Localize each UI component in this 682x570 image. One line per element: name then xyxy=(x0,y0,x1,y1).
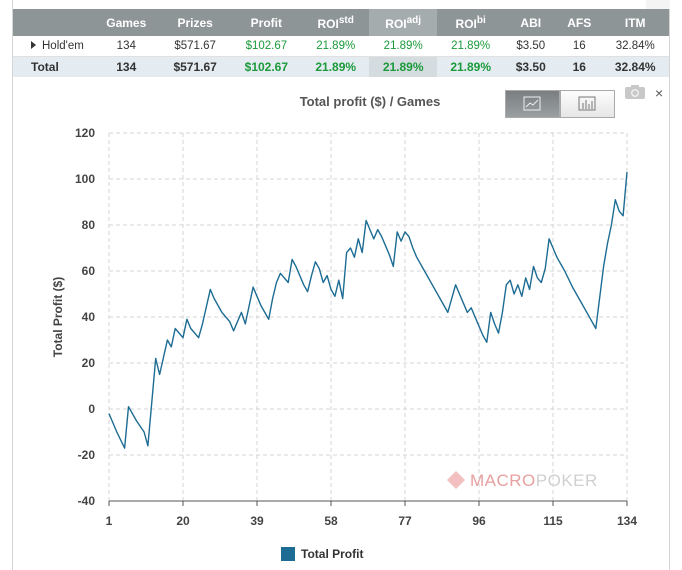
stats-table: Games Prizes Profit ROIstd ROIadj ROIbi … xyxy=(13,9,669,77)
y-tick-label: 100 xyxy=(75,172,95,186)
camera-icon[interactable] xyxy=(624,84,646,100)
line-chart-icon xyxy=(523,96,541,111)
cell-profit: $102.67 xyxy=(230,56,302,77)
watermark: MACROPOKER xyxy=(446,470,598,491)
cell-roi-std: 21.89% xyxy=(301,56,370,77)
header-roi-std-sup: std xyxy=(338,14,354,26)
header-roi-std[interactable]: ROIstd xyxy=(301,9,370,36)
chart-type-toggle xyxy=(505,90,615,118)
header-roi-bi-sup: bi xyxy=(476,14,486,26)
bar-chart-icon xyxy=(578,96,596,111)
top-right-button[interactable] xyxy=(646,0,670,9)
cell-roi-std: 21.89% xyxy=(301,36,370,57)
y-tick-label: -20 xyxy=(78,448,96,462)
series-line-total-profit xyxy=(108,172,628,449)
y-tick-label: 120 xyxy=(75,126,95,140)
cell-roi-bi: 21.89% xyxy=(436,56,505,77)
bar-chart-toggle-button[interactable] xyxy=(560,90,615,118)
header-afs[interactable]: AFS xyxy=(557,9,602,36)
cell-prizes: $571.67 xyxy=(159,36,231,57)
y-tick-label: -40 xyxy=(78,494,96,508)
line-chart-toggle-button[interactable] xyxy=(505,90,560,118)
cell-roi-bi: 21.89% xyxy=(436,36,505,57)
chart-legend[interactable]: Total Profit xyxy=(281,547,363,561)
x-tick-label: 115 xyxy=(543,514,563,528)
legend-swatch xyxy=(281,547,295,561)
x-tick-label: 1 xyxy=(106,514,113,528)
y-tick-label: 60 xyxy=(82,264,96,278)
expand-arrow-icon[interactable] xyxy=(31,41,36,49)
cell-games: 134 xyxy=(93,36,160,57)
x-tick-label: 96 xyxy=(472,514,486,528)
header-roi-bi-label: ROI xyxy=(455,16,477,31)
watermark-text-a: MACRO xyxy=(470,471,536,490)
header-itm[interactable]: ITM xyxy=(601,9,669,36)
header-roi-bi[interactable]: ROIbi xyxy=(436,9,505,36)
close-icon[interactable]: × xyxy=(655,85,664,101)
cell-afs: 16 xyxy=(557,56,602,77)
stats-header-row: Games Prizes Profit ROIstd ROIadj ROIbi … xyxy=(13,9,669,36)
table-row-holdem[interactable]: Hold'em 134 $571.67 $102.67 21.89% 21.89… xyxy=(13,36,669,57)
header-abi[interactable]: ABI xyxy=(504,9,558,36)
y-tick-label: 0 xyxy=(88,402,95,416)
cell-roi-adj: 21.89% xyxy=(369,56,437,77)
header-blank xyxy=(13,9,93,36)
header-prizes[interactable]: Prizes xyxy=(159,9,231,36)
x-tick-label: 58 xyxy=(324,514,338,528)
row-label: Hold'em xyxy=(42,40,84,52)
cell-afs: 16 xyxy=(557,36,602,57)
panel-frame xyxy=(12,0,670,570)
header-games[interactable]: Games xyxy=(93,9,160,36)
y-tick-label: 20 xyxy=(82,356,96,370)
table-row-total: Total 134 $571.67 $102.67 21.89% 21.89% … xyxy=(13,56,669,77)
chart-title: Total profit ($) / Games xyxy=(299,94,441,109)
cell-roi-adj: 21.89% xyxy=(369,36,437,57)
row-label-cell[interactable]: Hold'em xyxy=(13,36,93,57)
x-tick-label: 77 xyxy=(398,514,412,528)
cell-abi: $3.50 xyxy=(504,36,558,57)
watermark-text-b: POKER xyxy=(535,471,598,490)
row-label: Total xyxy=(13,56,93,77)
cell-games: 134 xyxy=(93,56,160,77)
x-tick-label: 134 xyxy=(617,514,637,528)
header-roi-adj-label: ROI xyxy=(385,16,407,31)
x-tick-label: 39 xyxy=(250,514,264,528)
x-tick-label: 20 xyxy=(176,514,190,528)
y-tick-label: 40 xyxy=(82,310,96,324)
header-roi-adj-sup: adj xyxy=(406,14,422,26)
header-roi-std-label: ROI xyxy=(317,16,339,31)
y-axis-label: Total Profit ($) xyxy=(51,277,65,357)
legend-label: Total Profit xyxy=(301,547,364,561)
header-roi-adj[interactable]: ROIadj xyxy=(369,9,437,36)
cell-itm: 32.84% xyxy=(601,36,669,57)
cell-prizes: $571.67 xyxy=(159,56,231,77)
y-tick-label: 80 xyxy=(82,218,96,232)
cell-itm: 32.84% xyxy=(601,56,669,77)
cell-profit: $102.67 xyxy=(230,36,302,57)
cell-abi: $3.50 xyxy=(504,56,558,77)
header-profit[interactable]: Profit xyxy=(230,9,302,36)
